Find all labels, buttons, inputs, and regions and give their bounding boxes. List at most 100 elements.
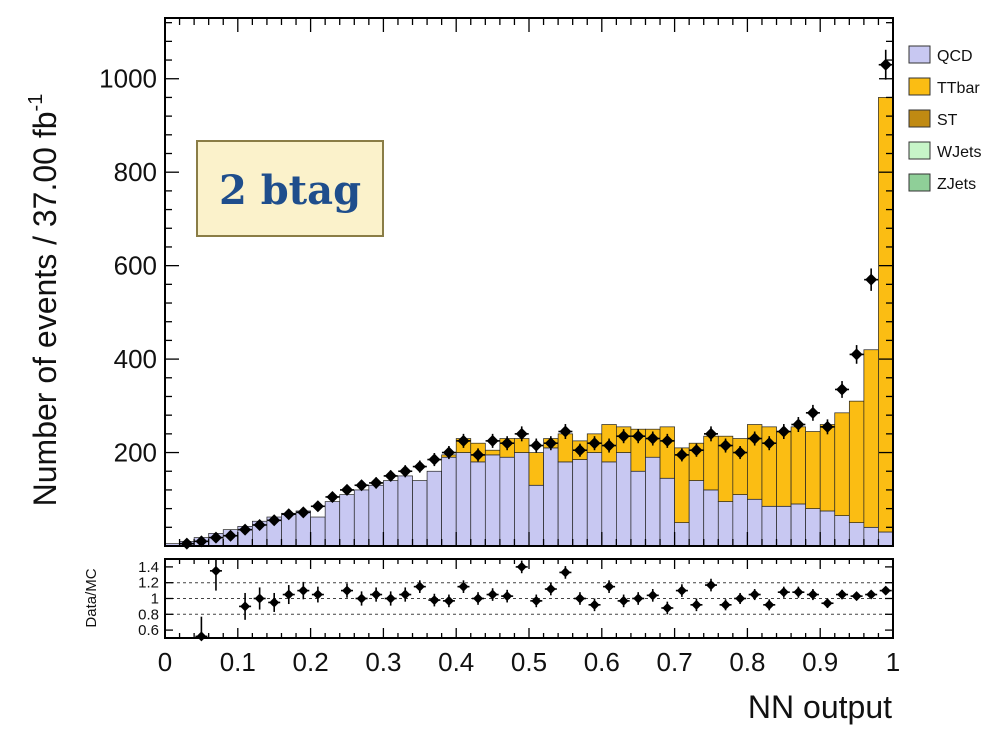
bar-qcd <box>790 503 806 547</box>
bar-qcd <box>659 477 675 547</box>
ratio-point <box>866 589 877 600</box>
data-point <box>603 439 616 452</box>
data-point <box>865 273 878 286</box>
bar-ttbar <box>863 349 879 528</box>
bar-qcd <box>426 470 442 547</box>
bar-qcd <box>368 484 384 547</box>
ratio-point <box>429 595 440 606</box>
bar-qcd <box>616 452 632 547</box>
ratio-point <box>574 593 585 604</box>
ratio-point <box>807 589 818 600</box>
legend-swatch-ttbar <box>908 77 931 96</box>
main-y-axis-title: Number of events / 37.00 fb-1 <box>25 94 63 507</box>
bar-ttbar <box>703 435 719 491</box>
main-y-axis-title-group: Number of events / 37.00 fb-1 <box>25 94 63 507</box>
main-y-tick-label: 200 <box>114 438 157 468</box>
btag-annotation-text: 2 btag <box>219 167 361 214</box>
data-point <box>763 437 776 450</box>
ratio-point <box>385 593 396 604</box>
data-point <box>282 508 295 521</box>
data-point <box>573 444 586 457</box>
data-point <box>806 406 819 419</box>
ratio-point <box>851 591 862 602</box>
bar-qcd <box>470 461 486 547</box>
legend-label-wjets: WJets <box>937 144 981 161</box>
bar-ttbar <box>878 97 894 533</box>
data-point <box>705 427 717 440</box>
x-tick-label: 0.1 <box>220 647 256 677</box>
bar-qcd <box>397 475 413 547</box>
bar-ttbar <box>776 431 792 507</box>
ratio-point <box>647 590 658 601</box>
ratio-point <box>676 585 687 596</box>
ratio-point <box>414 581 425 592</box>
bar-qcd <box>528 484 544 547</box>
ratio-point <box>589 599 600 610</box>
ratio-point <box>371 589 382 600</box>
ratio-point <box>618 595 629 606</box>
bar-qcd <box>878 531 894 547</box>
bar-qcd <box>834 515 850 547</box>
ratio-point <box>778 587 789 598</box>
legend-label-st: ST <box>937 112 958 129</box>
bar-qcd <box>412 480 428 547</box>
ratio-point <box>793 587 804 598</box>
ratio-point <box>837 589 848 600</box>
data-point <box>836 383 849 396</box>
ratio-point <box>487 589 498 600</box>
bar-ttbar <box>834 412 850 516</box>
main-plot: 200 400 600 800 1000 <box>99 17 894 550</box>
bar-ttbar <box>790 426 806 505</box>
ratio-point <box>516 561 527 572</box>
ratio-y-tick-label: 0.6 <box>138 622 159 639</box>
ratio-y-tick-label: 0.8 <box>138 606 159 623</box>
data-point <box>413 460 426 473</box>
bar-qcd <box>601 461 617 547</box>
data-point <box>239 523 252 536</box>
ratio-point <box>269 597 280 608</box>
ratio-plot: 0.60.811.21.40 0.1 0.2 0.3 0.4 0.5 0.6 0.7 0.8 0.… <box>138 558 900 677</box>
data-point <box>821 420 834 433</box>
ratio-y-axis-title: Data/MC <box>83 568 100 627</box>
ratio-y-tick-label: 1 <box>151 591 159 608</box>
ratio-point <box>283 589 294 600</box>
bar-qcd <box>557 461 574 547</box>
ratio-point <box>210 565 221 576</box>
bar-qcd <box>441 456 457 547</box>
x-tick-label: 0.3 <box>365 647 401 677</box>
btag-annotation: 2 btag <box>196 140 384 237</box>
x-tick-label: 0.6 <box>584 647 620 677</box>
data-point <box>501 437 514 450</box>
data-point <box>777 425 790 438</box>
data-point <box>661 434 674 447</box>
ratio-point <box>822 598 833 609</box>
ratio-point <box>443 595 454 606</box>
ratio-y-tick-label: 1.2 <box>138 575 159 592</box>
data-point <box>792 418 805 431</box>
data-point <box>559 425 572 438</box>
bar-ttbar <box>805 431 821 509</box>
bar-qcd <box>353 489 370 547</box>
legend-swatch-wjets <box>908 141 931 160</box>
data-point <box>719 439 732 452</box>
data-point <box>632 430 645 443</box>
data-point <box>515 427 528 440</box>
data-point <box>253 518 266 531</box>
bar-ttbar <box>528 452 544 486</box>
bar-qcd <box>805 508 821 547</box>
x-tick-label: 0.7 <box>657 647 693 677</box>
x-tick-label: 0.8 <box>729 647 765 677</box>
data-point <box>690 444 703 457</box>
main-y-tick-label: 600 <box>114 251 157 281</box>
data-point <box>617 430 630 443</box>
x-axis-title: NN output <box>748 689 892 725</box>
ratio-point <box>502 591 513 602</box>
bar-ttbar <box>484 449 501 456</box>
ratio-point <box>691 599 702 610</box>
data-point <box>341 483 353 496</box>
data-point <box>734 446 747 459</box>
bar-qcd <box>339 494 355 547</box>
data-point <box>297 506 310 519</box>
legend-label-ttbar: TTbar <box>937 80 980 97</box>
